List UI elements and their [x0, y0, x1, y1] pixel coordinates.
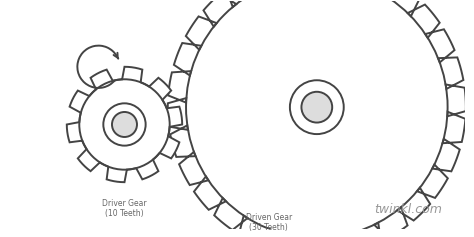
Polygon shape: [67, 67, 182, 182]
Text: Driver Gear
(10 Teeth): Driver Gear (10 Teeth): [102, 199, 147, 218]
Circle shape: [301, 92, 332, 123]
Circle shape: [103, 103, 146, 146]
Circle shape: [112, 112, 137, 137]
Polygon shape: [168, 0, 466, 237]
Text: Driven Gear
(30 Teeth): Driven Gear (30 Teeth): [246, 213, 292, 232]
Circle shape: [290, 80, 344, 134]
Text: twinkl.com: twinkl.com: [374, 203, 442, 216]
